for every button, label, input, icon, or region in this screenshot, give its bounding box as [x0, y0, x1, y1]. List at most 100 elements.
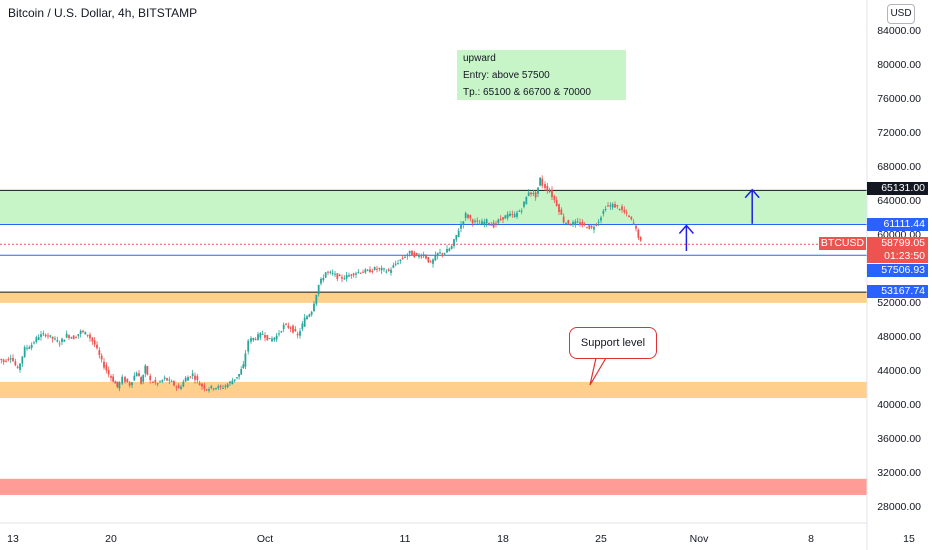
candle-up [504, 215, 507, 219]
candle-down [14, 361, 17, 366]
candle-up [432, 259, 434, 264]
candle-up [144, 365, 147, 374]
candle-up [380, 267, 383, 271]
candle-down [425, 255, 427, 259]
candle-up [317, 284, 320, 295]
candle-down [292, 325, 294, 333]
candle-up [19, 363, 21, 370]
candle-down [196, 376, 199, 380]
candle-up [597, 221, 600, 223]
candle-up [324, 272, 327, 278]
candle-up [602, 210, 605, 214]
candle-up [184, 377, 187, 382]
x-tick-label: Oct [257, 533, 273, 545]
candle-down [607, 205, 609, 207]
candle-up [210, 385, 213, 389]
candle-up [156, 383, 159, 385]
candle-up [446, 248, 448, 253]
currency-button[interactable]: USD [887, 4, 915, 24]
candle-down [152, 382, 154, 384]
candle-up [226, 384, 229, 388]
candle-down [82, 330, 84, 333]
candle-up [478, 223, 481, 225]
candle-up [532, 193, 535, 195]
candle-up [525, 196, 528, 205]
candle-up [191, 373, 194, 376]
candle-down [569, 224, 572, 226]
candle-up [28, 347, 31, 349]
candle-down [203, 385, 206, 389]
candle-up [518, 210, 521, 212]
candle-down [116, 381, 119, 387]
candle-up [275, 335, 278, 340]
candle-down [562, 216, 565, 223]
candle-up [79, 330, 82, 334]
candle-up [54, 338, 56, 340]
candle-up [331, 272, 334, 274]
candle-down [427, 257, 430, 263]
candle-down [149, 375, 152, 381]
candle-up [404, 257, 406, 259]
candle-down [441, 253, 444, 255]
candle-down [586, 227, 588, 229]
trade-note[interactable]: upward Entry: above 57500 Tp.: 65100 & 6… [457, 50, 626, 100]
candle-up [450, 246, 453, 249]
candle-down [86, 334, 89, 336]
candle-down [352, 273, 355, 276]
candle-up [310, 311, 313, 315]
candle-up [366, 269, 369, 271]
candle-down [51, 336, 54, 339]
candle-up [187, 377, 189, 381]
candle-up [131, 382, 133, 386]
candle-down [285, 323, 287, 325]
candle-down [58, 343, 61, 345]
candle-down [205, 389, 208, 391]
symbol-label: BTCUSD [819, 237, 866, 250]
candle-up [299, 331, 301, 336]
candle-up [343, 278, 346, 280]
candle-up [118, 382, 121, 389]
candle-up [121, 376, 124, 384]
candle-up [84, 331, 87, 335]
candle-up [280, 331, 283, 333]
candle-down [628, 215, 630, 217]
candle-down [530, 192, 532, 195]
price-tag-61111: 61111.44 [867, 218, 928, 231]
candle-down [138, 373, 140, 377]
support-callout[interactable]: Support level [569, 327, 657, 359]
candle-down [266, 335, 269, 341]
candle-up [308, 314, 311, 317]
countdown-tag: 01:23:50 [867, 250, 928, 263]
candle-up [397, 263, 399, 265]
candle-down [5, 360, 7, 362]
candle-up [306, 316, 308, 320]
candle-down [614, 204, 616, 208]
candle-up [523, 201, 525, 207]
candle-up [168, 379, 171, 381]
candle-up [572, 222, 574, 226]
y-tick-label: 72000.00 [877, 127, 921, 139]
candle-down [637, 229, 640, 238]
x-tick-label: 11 [400, 533, 411, 545]
candle-down [560, 209, 563, 215]
candle-down [429, 261, 432, 263]
candle-up [65, 333, 68, 338]
candle-down [623, 209, 626, 213]
candle-down [590, 226, 593, 228]
y-tick-label: 28000.00 [877, 501, 921, 513]
candle-down [495, 223, 497, 225]
candle-up [436, 252, 439, 257]
candle-up [481, 221, 483, 224]
candle-down [12, 358, 14, 362]
candle-up [42, 333, 45, 335]
candle-down [548, 190, 551, 192]
y-tick-label: 36000.00 [877, 433, 921, 445]
candle-up [56, 340, 59, 342]
candle-down [175, 386, 178, 388]
candle-up [49, 335, 52, 337]
candle-up [483, 221, 486, 226]
candle-up [33, 342, 35, 344]
candle-down [476, 220, 479, 222]
